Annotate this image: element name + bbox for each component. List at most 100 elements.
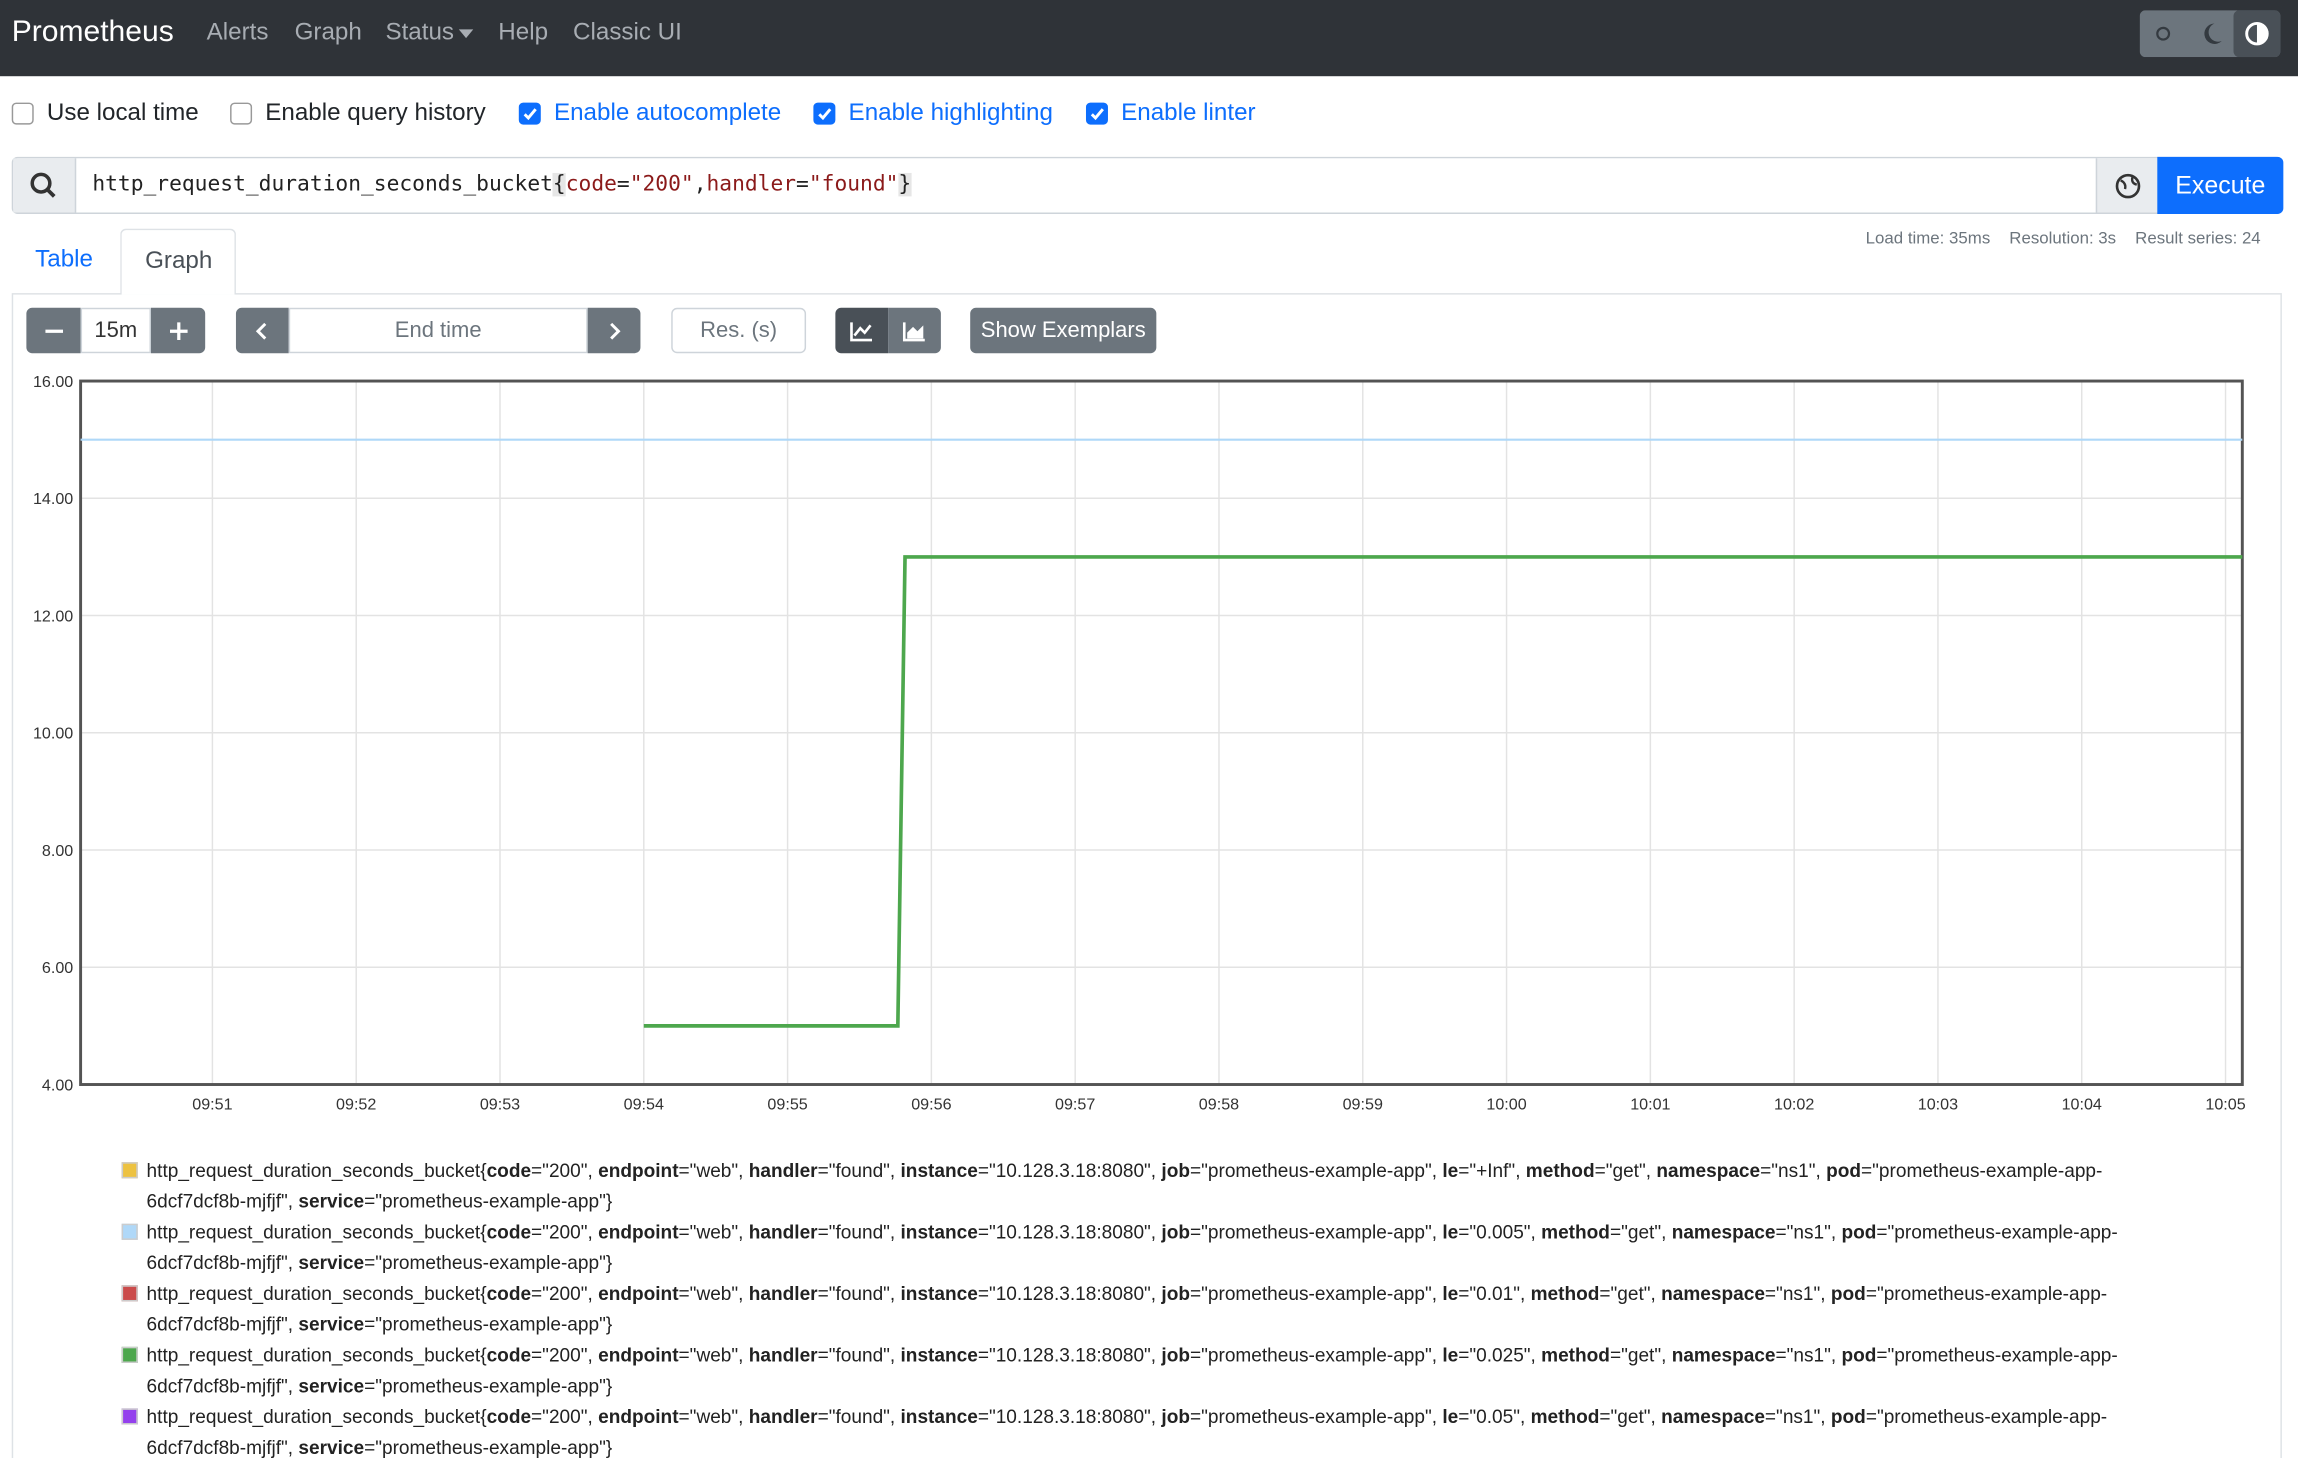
legend-label: http_request_duration_seconds_bucket{cod… [146,1159,2103,1213]
x-tick-label: 09:52 [336,1095,376,1113]
line-mode[interactable] [835,307,889,354]
checkbox[interactable] [230,102,253,125]
nav-link[interactable]: Alerts [206,19,269,46]
stat: Resolution: 3s [2009,230,2117,248]
query-bar: http_request_duration_seconds_bucket{cod… [11,156,2284,214]
end-time-input[interactable]: End time [288,307,588,354]
legend-item[interactable]: http_request_duration_seconds_bucket{cod… [121,1401,2169,1458]
y-tick-label: 16.00 [33,373,73,391]
query-token: , [693,172,707,197]
nav-link[interactable]: Help [498,19,549,46]
y-tick-label: 10.00 [33,725,73,743]
stat: Result series: 24 [2135,230,2261,248]
x-tick-label: 10:01 [1630,1095,1670,1113]
query-token: { [552,172,566,197]
query-input[interactable]: http_request_duration_seconds_bucket{cod… [92,172,912,197]
y-tick-label: 8.00 [42,842,73,860]
plot-border [79,379,2244,1086]
setting-label: Enable highlighting [848,99,1053,127]
checkbox[interactable] [813,102,836,125]
execute-button[interactable]: Execute [2157,156,2284,214]
x-tick-label: 09:58 [1199,1095,1239,1113]
legend-swatch [121,1285,138,1302]
legend-item[interactable]: http_request_duration_seconds_bucket{cod… [121,1155,2169,1217]
legend-item[interactable]: http_request_duration_seconds_bucket{cod… [121,1216,2169,1278]
metrics-explorer[interactable] [2095,158,2159,213]
x-tick-label: 10:05 [2205,1095,2245,1113]
legend-swatch [121,1223,138,1240]
setting[interactable]: Enable autocomplete [518,99,782,128]
range-minus[interactable] [26,307,81,354]
y-tick-label: 12.00 [33,607,73,625]
legend-swatch [121,1162,138,1179]
x-tick-label: 10:00 [1486,1095,1526,1113]
tab[interactable]: Table [35,246,93,273]
setting[interactable]: Enable query history [230,100,486,128]
checkbox[interactable] [1085,102,1108,125]
range-input[interactable]: 15m [80,307,151,354]
x-tick-label: 10:04 [2062,1095,2102,1113]
legend-label: http_request_duration_seconds_bucket{cod… [146,1282,2108,1336]
x-tick-label: 10:02 [1774,1095,1814,1113]
legend-swatch [121,1408,138,1425]
query-token: "200" [629,172,694,197]
query-token: } [898,172,912,197]
search-icon [13,158,77,213]
resolution-input[interactable]: Res. (s) [671,307,807,354]
nav-link[interactable]: Classic UI [573,19,682,46]
query-token: handler [706,172,797,197]
stacked-mode[interactable] [888,307,941,354]
tab-label: Graph [145,247,213,275]
x-tick-label: 09:54 [624,1095,664,1113]
legend: http_request_duration_seconds_bucket{cod… [121,1155,2169,1458]
x-tick-label: 09:53 [480,1095,520,1113]
checkbox[interactable] [518,102,541,125]
query-token: code [565,172,617,197]
end-next[interactable] [587,307,641,354]
legend-item[interactable]: http_request_duration_seconds_bucket{cod… [121,1340,2169,1402]
setting-label: Use local time [46,99,199,127]
x-tick-label: 10:03 [1918,1095,1958,1113]
x-tick-label: 09:56 [911,1095,951,1113]
query-token: = [616,172,630,197]
x-tick-label: 09:51 [192,1095,232,1113]
setting-label: Enable query history [265,99,486,127]
exemplars-button[interactable]: Show Exemplars [970,307,1157,354]
checkbox[interactable] [11,102,34,125]
stat: Load time: 35ms [1865,230,1991,248]
tab-active[interactable]: Graph [120,228,236,295]
y-tick-label: 14.00 [33,490,73,508]
series-line [643,555,2243,1028]
query-token: = [796,172,809,197]
panel [11,293,2282,1458]
query-token: "found" [808,172,899,197]
setting[interactable]: Use local time [11,99,199,128]
nav-link[interactable]: Status [385,19,455,46]
navbar: Prometheus Alerts Graph Status Help Clas… [0,0,2298,77]
x-tick-label: 09:57 [1055,1095,1095,1113]
setting-label: Enable linter [1121,99,1256,127]
legend-label: http_request_duration_seconds_bucket{cod… [146,1405,2108,1458]
query-token: http_request_duration_seconds_bucket [92,172,553,197]
nav-link[interactable]: Graph [294,19,362,46]
legend-swatch [121,1346,138,1363]
y-tick-label: 6.00 [42,959,73,977]
theme-toggle[interactable] [2139,10,2281,58]
legend-label: http_request_duration_seconds_bucket{cod… [146,1220,2118,1274]
setting[interactable]: Enable linter [1085,99,1256,128]
range-plus[interactable] [150,307,206,354]
legend-item[interactable]: http_request_duration_seconds_bucket{cod… [121,1278,2169,1340]
x-tick-label: 09:55 [767,1095,807,1113]
brand[interactable]: Prometheus [11,14,174,49]
x-tick-label: 09:59 [1343,1095,1383,1113]
stats: Load time: 35ms Resolution: 3s Result seri… [1866,230,2261,248]
chart: 4.00 6.00 8.00 10.00 12.00 14.00 16.00 09:51 09:… [33,373,2246,1114]
caret [458,29,474,39]
legend-label: http_request_duration_seconds_bucket{cod… [146,1343,2118,1397]
setting-label: Enable autocomplete [553,99,782,127]
end-prev[interactable] [235,307,289,354]
setting[interactable]: Enable highlighting [813,100,1053,128]
y-tick-label: 4.00 [42,1076,73,1094]
